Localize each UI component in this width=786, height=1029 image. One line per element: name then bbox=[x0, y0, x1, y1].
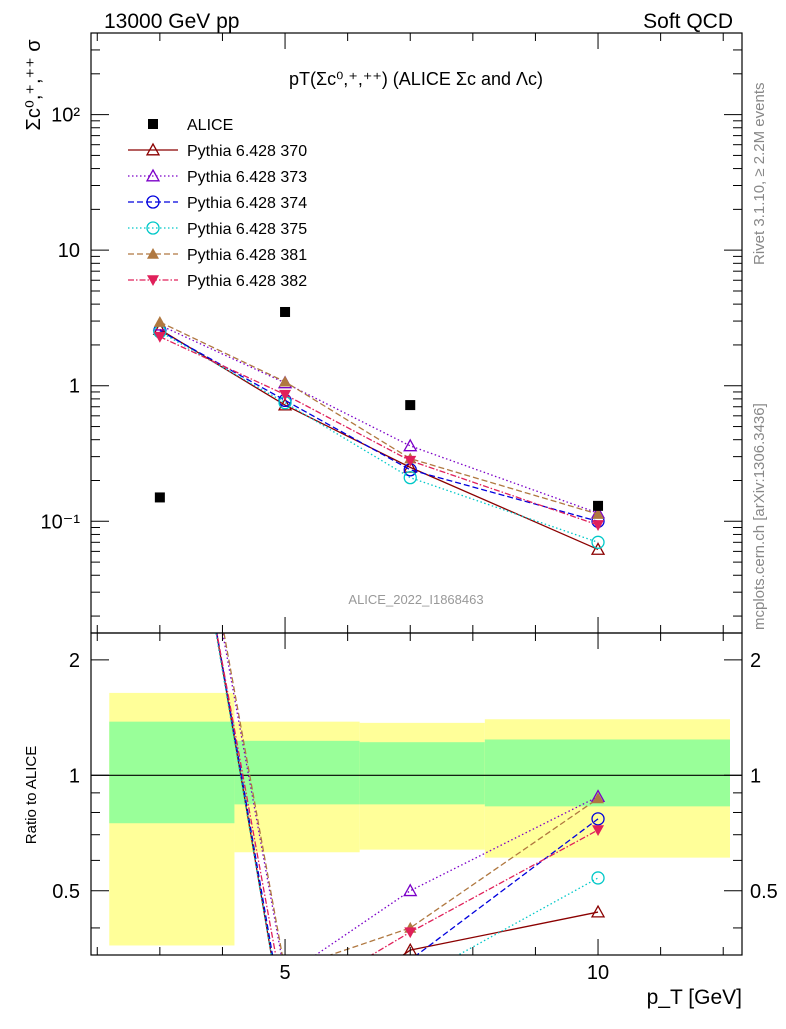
ratio-y-tick-label: 2 bbox=[750, 650, 761, 672]
data-point bbox=[593, 500, 604, 511]
series-line-4 bbox=[159, 321, 599, 515]
series-point bbox=[277, 397, 293, 411]
ratio-point bbox=[592, 792, 605, 804]
header-right: Soft QCD bbox=[643, 10, 733, 33]
legend-marker bbox=[148, 119, 158, 129]
ratio-frame bbox=[90, 632, 743, 956]
y-axis-label-ratio: Ratio to ALICE bbox=[23, 746, 40, 844]
legend-marker bbox=[147, 275, 159, 286]
legend-label: Pythia 6.428 375 bbox=[187, 221, 307, 238]
legend-label: Pythia 6.428 374 bbox=[187, 195, 307, 212]
y-tick-label: 10⁻¹ bbox=[41, 511, 81, 533]
ratio-y-tick-label: 2 bbox=[69, 650, 80, 672]
ratio-band-inner bbox=[359, 742, 485, 805]
y-tick-label: 10 bbox=[58, 240, 80, 262]
legend-label: ALICE bbox=[187, 117, 233, 134]
ratio-band-inner bbox=[234, 740, 360, 805]
ratio-bands bbox=[91, 692, 742, 946]
ratio-point bbox=[404, 927, 417, 939]
y-tick-label: 10² bbox=[51, 105, 80, 127]
ratio-line-5 bbox=[216, 633, 599, 955]
mcplots-info: mcplots.cern.ch [arXiv:1306.3436] bbox=[751, 403, 768, 630]
rivet-info: Rivet 3.1.10, ≥ 2.2M events bbox=[751, 83, 768, 266]
ratio-y-tick-label: 1 bbox=[750, 765, 761, 787]
series-point bbox=[592, 508, 605, 519]
legend: ALICE Pythia 6.428 370 Pythia 6.428 373 Pyt… bbox=[128, 117, 307, 290]
ratio-band-inner bbox=[109, 721, 235, 824]
y-axis-label-main: Σc⁰,⁺,⁺⁺ σ bbox=[23, 39, 45, 131]
watermark: ALICE_2022_I1868463 bbox=[348, 592, 483, 607]
ratio-point bbox=[592, 825, 605, 837]
data-point bbox=[405, 400, 416, 411]
series-point bbox=[153, 316, 166, 327]
legend-label: Pythia 6.428 381 bbox=[187, 247, 307, 264]
plot-title: pT(Σc⁰,⁺,⁺⁺) (ALICE Σc and Λc) bbox=[289, 69, 543, 89]
series-line-5 bbox=[159, 336, 599, 526]
series-point bbox=[404, 455, 417, 467]
data-point bbox=[154, 492, 165, 503]
series-point bbox=[153, 331, 166, 343]
header-left: 13000 GeV pp bbox=[104, 10, 239, 33]
ratio-point bbox=[590, 904, 606, 918]
data-point bbox=[280, 306, 291, 317]
series-line-3 bbox=[159, 331, 599, 543]
ratio-point bbox=[591, 871, 605, 885]
ratio-point bbox=[403, 883, 418, 897]
legend-marker bbox=[146, 221, 160, 235]
legend-label: Pythia 6.428 370 bbox=[187, 143, 307, 160]
legend-marker bbox=[147, 248, 159, 259]
ratio-y-tick-label: 1 bbox=[69, 765, 80, 787]
ratio-point bbox=[591, 812, 605, 826]
x-tick-label: 10 bbox=[587, 962, 609, 984]
y-tick-label: 1 bbox=[69, 376, 80, 398]
main-plot bbox=[152, 306, 606, 555]
ratio-line-1 bbox=[222, 633, 599, 955]
series-line-1 bbox=[159, 324, 599, 514]
axes: 5 10 10⁻¹ 1 10 10² 0.5 0.5 1 1 2 2 bbox=[41, 32, 778, 984]
series-point bbox=[279, 375, 292, 387]
series-point bbox=[592, 520, 605, 531]
series-line-2 bbox=[159, 330, 599, 522]
series-point bbox=[590, 542, 606, 555]
legend-marker bbox=[145, 168, 161, 182]
legend-marker bbox=[145, 142, 161, 156]
ratio-band-inner bbox=[484, 739, 730, 807]
ratio-line-2 bbox=[216, 633, 599, 955]
series-point bbox=[279, 389, 292, 401]
series-point bbox=[403, 470, 417, 485]
ratio-y-tick-label: 0.5 bbox=[52, 881, 80, 903]
series-line-0 bbox=[159, 328, 599, 551]
series-point bbox=[403, 438, 418, 452]
x-tick-label: 5 bbox=[279, 962, 290, 984]
legend-label: Pythia 6.428 382 bbox=[187, 273, 307, 290]
ratio-y-tick-label: 0.5 bbox=[750, 881, 778, 903]
x-axis-label: p_T [GeV] bbox=[647, 986, 742, 1009]
legend-marker bbox=[146, 195, 160, 209]
series-point bbox=[591, 535, 605, 549]
legend-label: Pythia 6.428 373 bbox=[187, 169, 307, 186]
